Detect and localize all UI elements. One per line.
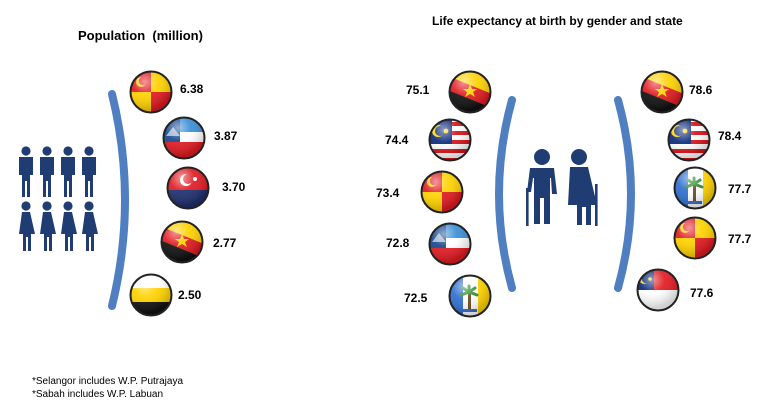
sabah-flag-icon [428,222,472,266]
sabah-flag-icon [162,116,206,160]
population-value: 2.77 [213,236,237,250]
selangor-flag-icon [129,70,173,114]
selangor-flag-icon [420,170,464,214]
population-title: Population (million) [78,28,203,43]
penang-flag-icon [448,274,492,318]
sarawak-flag-icon [160,220,204,264]
malaysia-flag-icon [667,118,711,162]
selangor-flag-icon [673,216,717,260]
bracket-left-right-panel [484,96,516,297]
male-life-expectancy-value: 74.4 [385,133,409,147]
population-value: 3.70 [222,180,246,194]
population-value: 2.50 [178,288,202,302]
bracket-right-right-panel [614,96,646,297]
left-bracket [108,90,140,315]
male-figures-icon [16,146,106,203]
male-life-expectancy-value: 72.8 [386,236,410,250]
female-life-expectancy-value: 77.7 [728,232,752,246]
population-value: 6.38 [180,82,204,96]
sarawak-flag-icon [448,70,492,114]
female-figures-icon [16,201,106,258]
female-life-expectancy-value: 78.6 [689,83,713,97]
melaka-flag-icon [636,268,680,312]
male-life-expectancy-value: 75.1 [406,83,430,97]
penang-flag-icon [673,166,717,210]
footnote: *Selangor includes W.P. Putrajaya [32,376,184,387]
footnote: *Sabah includes W.P. Labuan [32,389,164,400]
female-life-expectancy-value: 78.4 [718,129,742,143]
male-life-expectancy-value: 73.4 [376,186,400,200]
sarawak-flag-icon [640,70,684,114]
life-expectancy-title: Life expectancy at birth by gender and s… [432,14,683,28]
female-life-expectancy-value: 77.7 [728,182,752,196]
elderly-couple-icon [524,148,602,233]
population-value: 3.87 [214,129,238,143]
perak-flag-icon [129,273,173,317]
malaysia-flag-icon [428,118,472,162]
female-life-expectancy-value: 77.6 [690,286,714,300]
johor-flag-icon [166,166,210,210]
male-life-expectancy-value: 72.5 [404,291,428,305]
